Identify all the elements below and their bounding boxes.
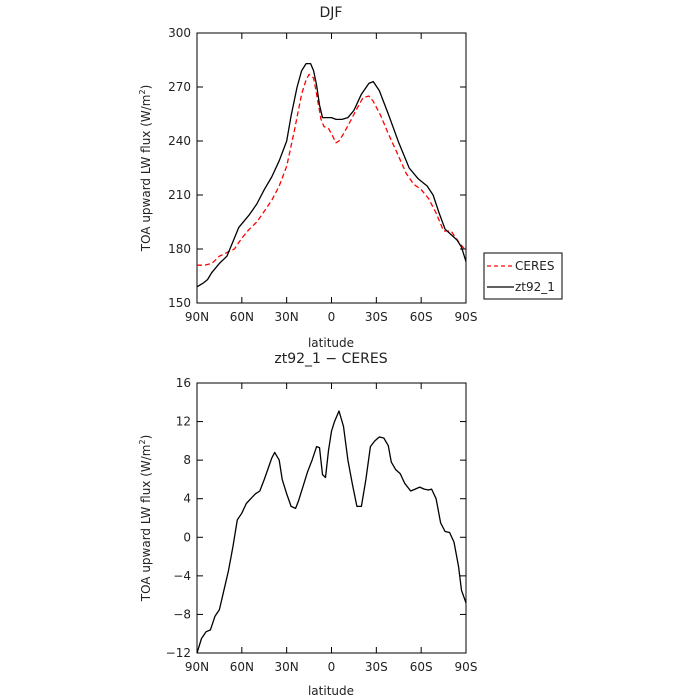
bottom-chart-title: zt92_1 − CERES <box>274 351 387 367</box>
top-y-ticks: 150 180 210 240 270 300 <box>168 26 466 310</box>
y-tick-label: 210 <box>168 188 191 202</box>
bottom-x-ticks: 90N 60N 30N 0 30S 60S 90S <box>185 383 478 674</box>
x-tick-label: 60S <box>410 660 433 674</box>
y-tick-label: 240 <box>168 134 191 148</box>
y-tick-label: 270 <box>168 80 191 94</box>
top-y-axis-label-main: TOA upward LW flux (W/m <box>139 95 153 253</box>
x-tick-label: 60N <box>230 310 254 324</box>
y-tick-label: 0 <box>183 530 191 544</box>
series-line-zt92-1 <box>196 62 467 288</box>
y-tick-label: 180 <box>168 242 191 256</box>
x-tick-label: 30S <box>365 310 388 324</box>
legend: CERES zt92_1 <box>483 252 563 300</box>
x-tick-label: 90S <box>455 660 478 674</box>
y-tick-label: 4 <box>183 492 191 506</box>
x-tick-label: 60N <box>230 660 254 674</box>
x-tick-label: 30N <box>275 310 299 324</box>
x-tick-label: 90N <box>185 310 209 324</box>
x-tick-label: 90S <box>455 310 478 324</box>
series-line-difference <box>196 410 467 654</box>
x-tick-label: 30N <box>275 660 299 674</box>
y-tick-label: 8 <box>183 453 191 467</box>
top-y-axis-label-sup: 2 <box>138 89 147 94</box>
top-y-axis-label: TOA upward LW flux (W/m2) <box>138 85 153 253</box>
x-tick-label: 30S <box>365 660 388 674</box>
bottom-y-axis-label-end: ) <box>139 435 153 440</box>
top-chart-title: DJF <box>320 5 343 21</box>
y-tick-label: −12 <box>166 646 191 660</box>
bottom-plot-frame <box>196 382 467 654</box>
bottom-series-lines <box>196 410 467 654</box>
legend-box <box>483 252 563 300</box>
bottom-y-axis-label-main: TOA upward LW flux (W/m <box>139 445 153 603</box>
y-tick-label: −8 <box>173 607 191 621</box>
y-tick-label: 150 <box>168 296 191 310</box>
bottom-y-axis-label: TOA upward LW flux (W/m2) <box>138 435 153 603</box>
legend-label-ceres: CERES <box>515 259 555 273</box>
bottom-x-axis-label: latitude <box>308 684 354 698</box>
x-tick-label: 90N <box>185 660 209 674</box>
top-x-axis-label: latitude <box>308 336 354 350</box>
y-tick-label: 300 <box>168 26 191 40</box>
legend-label-zt92: zt92_1 <box>515 280 555 294</box>
y-tick-label: 12 <box>176 415 191 429</box>
x-tick-label: 0 <box>328 660 336 674</box>
top-y-axis-label-end: ) <box>139 85 153 90</box>
top-x-ticks: 90N 60N 30N 0 30S 60S 90S <box>185 33 478 324</box>
x-tick-label: 60S <box>410 310 433 324</box>
y-tick-label: 16 <box>176 376 191 390</box>
series-line-ceres <box>197 73 467 266</box>
top-plot-frame <box>196 32 467 304</box>
bottom-y-ticks: −12 −8 −4 0 4 8 12 16 <box>166 376 466 660</box>
y-tick-label: −4 <box>173 569 191 583</box>
bottom-y-axis-label-sup: 2 <box>138 439 147 444</box>
top-series-lines <box>196 62 467 288</box>
x-tick-label: 0 <box>328 310 336 324</box>
bottom-panel: zt92_1 − CERES −12 −8 −4 0 4 8 12 16 90N 60N 30N 0… <box>138 351 477 698</box>
